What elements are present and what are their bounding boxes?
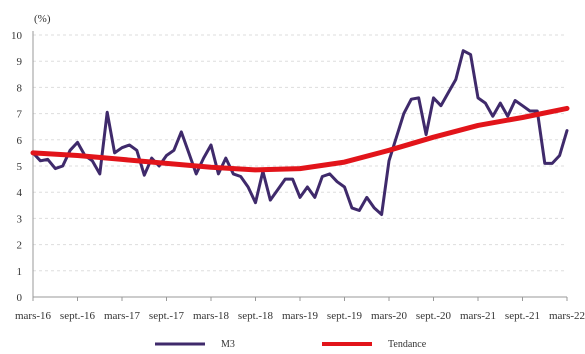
series-line-tendance (30, 105, 570, 173)
y-tick-label: 1 (17, 266, 23, 278)
axes: 0 1 2 3 4 5 6 7 8 9 10 mars-16 sept.-16 mars-17 sept.-… (11, 30, 585, 322)
grid (33, 34, 567, 272)
x-tick-label: sept.-21 (505, 310, 540, 322)
y-tick-label: 3 (17, 213, 23, 225)
x-tick-label: mars-21 (460, 310, 496, 322)
y-tick-label: 4 (17, 187, 23, 199)
y-tick-label: 6 (17, 135, 23, 147)
y-tick-label: 7 (17, 109, 23, 121)
x-tick-label: sept.-19 (327, 310, 363, 322)
series (30, 49, 570, 216)
x-tick-label: sept.-16 (60, 310, 96, 322)
y-unit-label: (%) (34, 13, 51, 25)
y-tick-label: 5 (17, 161, 23, 173)
x-tick-label: mars-20 (371, 310, 408, 322)
x-tick-label: sept.-18 (238, 310, 274, 322)
x-tick-label: mars-22 (549, 310, 585, 322)
x-tick-label: mars-18 (193, 310, 230, 322)
x-tick-label: mars-19 (282, 310, 319, 322)
x-tick-label: sept.-17 (149, 310, 185, 322)
series-line-m3 (31, 49, 569, 216)
x-tick-label: sept.-20 (416, 310, 452, 322)
y-tick-label: 2 (17, 240, 23, 252)
legend-label-tendance: Tendance (388, 339, 427, 350)
legend: M3 Tendance (155, 339, 427, 350)
x-tick-label: mars-16 (15, 310, 52, 322)
legend-label-m3: M3 (221, 339, 235, 350)
y-tick-label: 8 (17, 82, 23, 94)
y-tick-label: 10 (11, 30, 23, 42)
x-tick-label: mars-17 (104, 310, 141, 322)
y-tick-label: 0 (17, 292, 23, 304)
y-tick-label: 9 (17, 56, 23, 68)
